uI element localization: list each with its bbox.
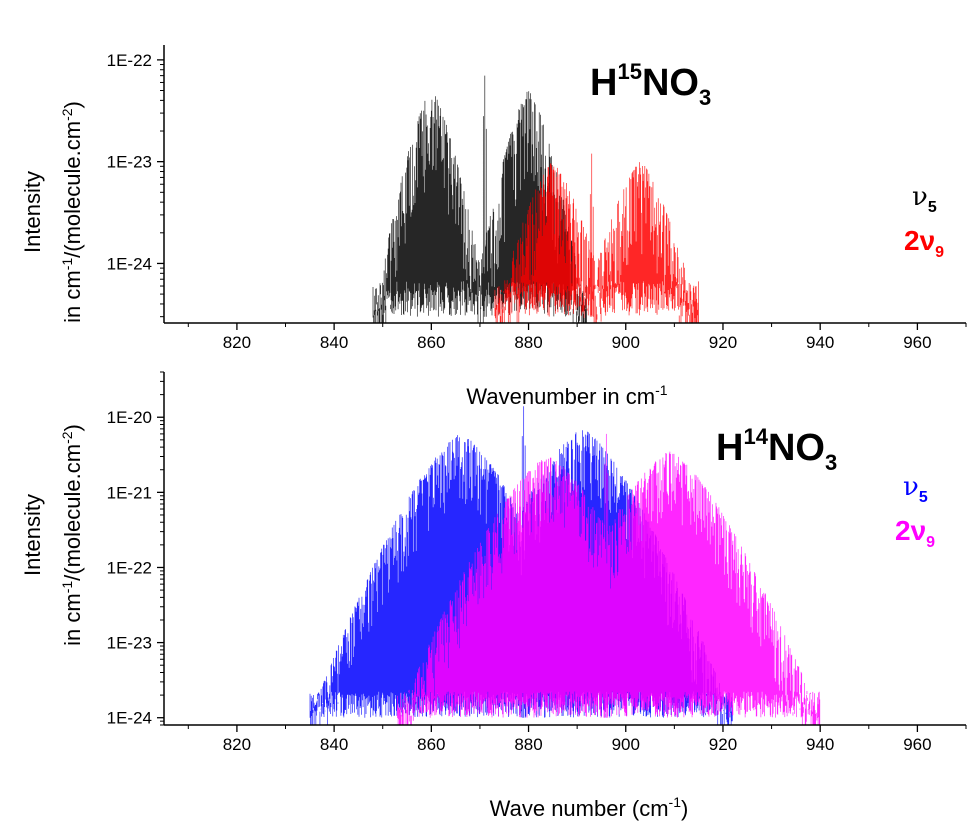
legend-prefix: 2 bbox=[904, 225, 920, 256]
top-x-tick-label: 900 bbox=[612, 333, 640, 352]
bottom-legend-item-0: ν5 bbox=[903, 472, 928, 506]
legend-sub: 5 bbox=[919, 489, 928, 506]
top-y-tick-label: 1E-23 bbox=[107, 153, 152, 172]
title-isotope: 14 bbox=[743, 424, 768, 449]
bottom-legend-item-1: 2ν9 bbox=[895, 515, 935, 551]
xlabel-sup: -1 bbox=[669, 794, 682, 810]
bottom-y-tick-label: 1E-24 bbox=[107, 709, 152, 728]
ylabel-sup2: -2 bbox=[59, 108, 75, 121]
top-x-tick-label: 920 bbox=[709, 333, 737, 352]
bottom-molecule-title: H14NO3 bbox=[716, 424, 837, 475]
top-x-tick-label: 880 bbox=[514, 333, 542, 352]
bottom-y-tick-label: 1E-20 bbox=[107, 408, 152, 427]
top-y-tick-label: 1E-24 bbox=[107, 254, 152, 273]
xlabel-pre: Wave number (cm bbox=[490, 796, 669, 821]
bottom-y-tick-label: 1E-21 bbox=[107, 483, 152, 502]
ylabel-mid: /(molecule.cm bbox=[60, 121, 85, 258]
xlabel-post: ) bbox=[681, 796, 688, 821]
top-y-axis-title-line1: Intensity bbox=[20, 171, 45, 253]
top-legend-item-1: 2ν9 bbox=[904, 225, 944, 261]
legend-prefix: 2 bbox=[895, 515, 911, 546]
legend-nu: ν bbox=[920, 225, 936, 256]
legend-sub: 9 bbox=[935, 244, 944, 261]
bottom-x-tick-label: 920 bbox=[709, 735, 737, 754]
top-molecule-title: H15NO3 bbox=[590, 59, 711, 110]
top-x-tick-label: 820 bbox=[223, 333, 251, 352]
title-isotope: 15 bbox=[617, 59, 641, 84]
ylabel-post: ) bbox=[60, 101, 85, 108]
ylabel-sup1: -1 bbox=[59, 581, 75, 594]
bottom-y-axis-title-line2: in cm-1/(molecule.cm-2) bbox=[59, 424, 85, 646]
title-no: NO bbox=[642, 62, 699, 104]
top-y-axis-title-line2: in cm-1/(molecule.cm-2) bbox=[59, 101, 85, 323]
top-panel: 820 840 860 880 900 920 940 960 1E-24 1E-23 1E-22 I… bbox=[20, 45, 967, 409]
xlabel-sup: -1 bbox=[655, 382, 668, 398]
ylabel-sup1: -1 bbox=[59, 258, 75, 271]
ylabel-post: ) bbox=[60, 424, 85, 431]
xlabel-pre: Wavenumber in cm bbox=[466, 384, 655, 409]
bottom-x-axis-title: Wave number (cm-1) bbox=[490, 794, 689, 821]
legend-sub: 9 bbox=[926, 534, 935, 551]
bottom-y-axis-title-line1: Intensity bbox=[20, 494, 45, 576]
legend-nu: ν bbox=[903, 472, 919, 502]
ylabel-sup2: -2 bbox=[59, 431, 75, 444]
top-y-tick-label: 1E-22 bbox=[107, 51, 152, 70]
legend-nu: ν bbox=[911, 515, 927, 546]
bottom-x-tick-label: 860 bbox=[417, 735, 445, 754]
ylabel-pre: in cm bbox=[60, 593, 85, 646]
legend-nu: ν bbox=[912, 182, 928, 212]
ylabel-pre: in cm bbox=[60, 270, 85, 323]
legend-sub: 5 bbox=[928, 199, 937, 216]
bottom-x-tick-label: 820 bbox=[223, 735, 251, 754]
title-h: H bbox=[716, 427, 743, 469]
ylabel-mid: /(molecule.cm bbox=[60, 444, 85, 581]
title-no: NO bbox=[768, 427, 825, 469]
bottom-panel: 820 840 860 880 900 920 940 960 1E-24 1E-23 1E-22 1… bbox=[20, 371, 967, 821]
top-x-tick-label: 960 bbox=[903, 333, 931, 352]
top-series-1 bbox=[494, 153, 699, 323]
bottom-x-tick-label: 900 bbox=[612, 735, 640, 754]
top-x-tick-label: 840 bbox=[320, 333, 348, 352]
bottom-x-tick-label: 960 bbox=[903, 735, 931, 754]
title-h: H bbox=[590, 62, 617, 104]
bottom-x-tick-label: 880 bbox=[514, 735, 542, 754]
top-x-axis-title: Wavenumber in cm-1 bbox=[466, 382, 667, 409]
top-series-1-lines bbox=[494, 153, 699, 323]
bottom-x-tick-label: 840 bbox=[320, 735, 348, 754]
bottom-series-1 bbox=[397, 433, 821, 725]
top-x-tick-label: 940 bbox=[806, 333, 834, 352]
bottom-y-tick-label: 1E-22 bbox=[107, 558, 152, 577]
bottom-x-tick-label: 940 bbox=[806, 735, 834, 754]
title-sub3: 3 bbox=[699, 85, 711, 110]
title-sub3: 3 bbox=[825, 450, 837, 475]
bottom-series-1-lines bbox=[397, 433, 821, 725]
bottom-y-tick-label: 1E-23 bbox=[107, 634, 152, 653]
top-legend-item-0: ν5 bbox=[912, 182, 937, 216]
top-x-tick-label: 860 bbox=[417, 333, 445, 352]
